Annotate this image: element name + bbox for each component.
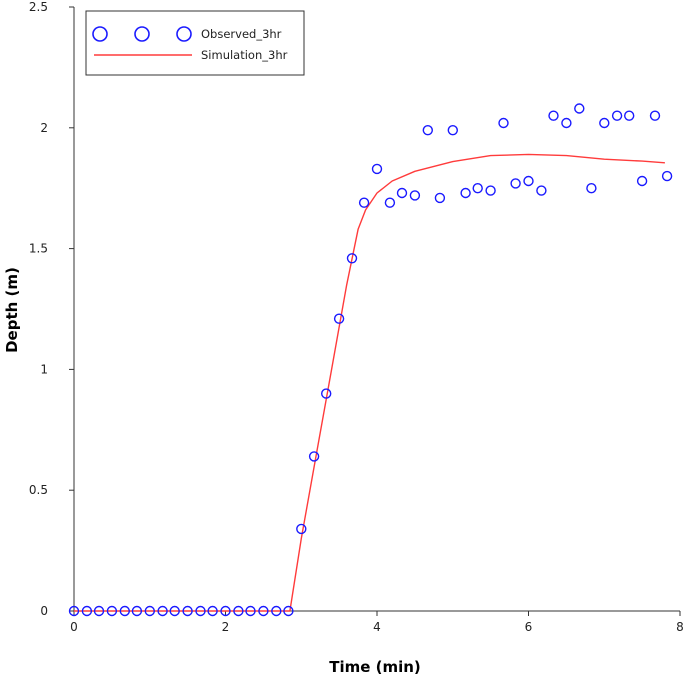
y-tick-label: 0.5 bbox=[29, 483, 48, 497]
observed-point bbox=[68, 605, 80, 617]
observed-point bbox=[434, 192, 446, 204]
observed-point bbox=[409, 190, 421, 201]
observed-point bbox=[384, 197, 396, 208]
observed-point bbox=[333, 313, 345, 324]
observed-point bbox=[346, 253, 358, 264]
observed-point bbox=[510, 178, 521, 189]
observed-point bbox=[460, 187, 471, 199]
observed-point bbox=[561, 117, 572, 129]
observed-point bbox=[157, 605, 168, 617]
simulation-series bbox=[74, 153, 665, 612]
observed-point bbox=[93, 605, 105, 617]
x-tick-label: 6 bbox=[525, 620, 533, 634]
y-tick-label: 2.5 bbox=[29, 0, 48, 14]
observed-point bbox=[144, 605, 156, 617]
x-tick-label: 0 bbox=[70, 620, 78, 634]
observed-point bbox=[131, 605, 143, 617]
observed-point bbox=[321, 388, 332, 399]
observed-series bbox=[68, 103, 673, 617]
observed-point bbox=[358, 197, 370, 208]
legend: Observed_3hr Simulation_3hr bbox=[85, 10, 305, 76]
observed-point bbox=[119, 605, 131, 617]
simulation-line bbox=[74, 153, 665, 612]
observed-point bbox=[182, 605, 193, 617]
observed-point bbox=[195, 605, 206, 617]
observed-point bbox=[536, 185, 547, 196]
legend-observed-marker-3 bbox=[176, 26, 192, 42]
y-axis-title: Depth (m) bbox=[3, 267, 21, 353]
observed-point bbox=[271, 605, 282, 617]
legend-observed-marker-2 bbox=[134, 26, 150, 42]
observed-point bbox=[548, 110, 559, 121]
x-tick-label: 8 bbox=[676, 620, 684, 634]
y-tick-label: 2 bbox=[40, 121, 48, 135]
observed-point bbox=[472, 182, 483, 194]
observed-point bbox=[649, 110, 661, 121]
legend-observed-marker-1 bbox=[92, 26, 108, 42]
observed-point bbox=[485, 185, 496, 196]
legend-label-observed: Observed_3hr bbox=[201, 27, 282, 41]
observed-point bbox=[296, 523, 307, 535]
observed-point bbox=[422, 124, 433, 136]
observed-point bbox=[586, 182, 597, 194]
observed-point bbox=[308, 451, 320, 462]
legend-box bbox=[85, 10, 305, 76]
y-ticks: 0 0.5 1 1.5 2 2.5 bbox=[29, 0, 74, 618]
x-ticks: 0 2 4 6 8 bbox=[70, 611, 684, 634]
y-tick-label: 0 bbox=[40, 604, 48, 618]
observed-point bbox=[636, 175, 648, 187]
observed-point bbox=[169, 605, 180, 617]
x-tick-label: 2 bbox=[222, 620, 230, 634]
observed-point bbox=[396, 187, 408, 199]
observed-point bbox=[258, 605, 269, 617]
observed-point bbox=[207, 605, 218, 617]
observed-point bbox=[245, 605, 256, 617]
y-tick-label: 1.5 bbox=[29, 242, 48, 256]
observed-point bbox=[81, 605, 93, 617]
x-tick-label: 4 bbox=[373, 620, 381, 634]
observed-point bbox=[233, 605, 244, 617]
observed-point bbox=[106, 605, 118, 617]
observed-point bbox=[283, 605, 294, 617]
observed-point bbox=[599, 117, 610, 129]
x-axis-title: Time (min) bbox=[329, 658, 421, 676]
observed-point bbox=[371, 163, 383, 175]
y-tick-label: 1 bbox=[40, 362, 48, 376]
legend-label-simulation: Simulation_3hr bbox=[201, 48, 288, 62]
observed-point bbox=[661, 170, 673, 182]
observed-point bbox=[574, 103, 585, 114]
observed-point bbox=[498, 117, 509, 129]
observed-point bbox=[611, 110, 623, 121]
observed-point bbox=[447, 124, 458, 136]
observed-point bbox=[220, 605, 231, 617]
observed-point bbox=[523, 175, 534, 187]
observed-point bbox=[624, 110, 635, 121]
